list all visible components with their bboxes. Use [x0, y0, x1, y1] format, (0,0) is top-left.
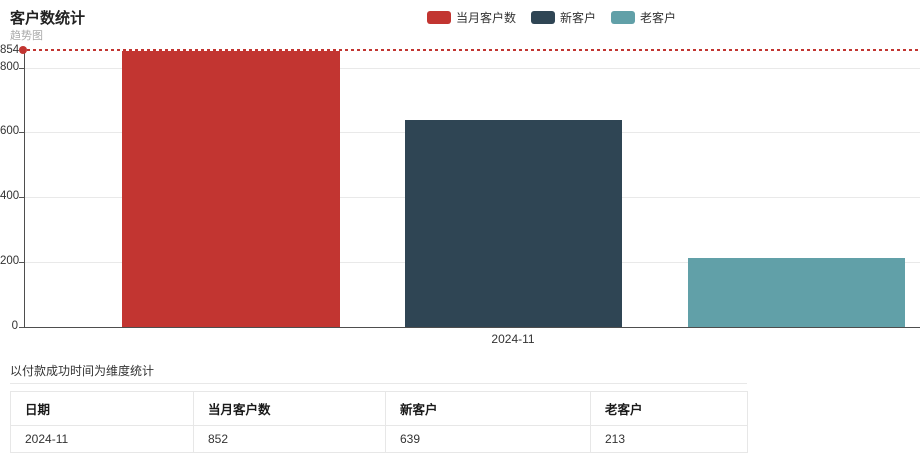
y-axis-tick: [19, 68, 24, 69]
y-axis-tick-label: 0: [11, 320, 18, 332]
x-axis-category-label: 2024-11: [491, 332, 535, 346]
legend-swatch-current-month-customers: [427, 11, 451, 24]
y-axis-tick: [19, 197, 24, 198]
y-axis-tick-label: 200: [0, 255, 20, 267]
y-axis-tick-label: 600: [0, 125, 20, 137]
legend-item-current-month-customers[interactable]: 当月客户数: [427, 9, 516, 26]
page-title: 客户数统计: [10, 10, 86, 27]
x-axis-line: [24, 327, 920, 328]
col-header-old-customers: 老客户: [590, 391, 748, 426]
bar-chart: 0 200 400 600 800 854 2024-11: [0, 44, 920, 346]
cell-current-month-customers: 852: [193, 425, 386, 453]
cell-new-customers: 639: [385, 425, 591, 453]
chart-legend: 当月客户数 新客户 老客户: [427, 9, 676, 26]
legend-item-new-customers[interactable]: 新客户: [531, 9, 596, 26]
col-header-new-customers: 新客户: [385, 391, 591, 426]
y-axis-line: [24, 50, 25, 327]
legend-swatch-new-customers: [531, 11, 556, 24]
bar-old-customers[interactable]: [688, 258, 905, 327]
bar-current-month-customers[interactable]: [122, 51, 340, 327]
cell-old-customers: 213: [590, 425, 748, 453]
legend-swatch-old-customers: [611, 11, 636, 24]
legend-label: 老客户: [640, 11, 677, 25]
y-axis-tick-label: 800: [0, 61, 20, 73]
y-axis-tick: [19, 262, 24, 263]
y-axis-tick: [19, 327, 24, 328]
gridline: [24, 68, 920, 69]
plot-area: [0, 50, 920, 327]
legend-item-old-customers[interactable]: 老客户: [611, 9, 676, 26]
y-axis-tick: [19, 132, 24, 133]
legend-label: 当月客户数: [456, 11, 517, 25]
y-axis-tick-label: 400: [0, 190, 20, 202]
table-row: 2024-11 852 639 213: [10, 425, 748, 453]
col-header-current-month-customers: 当月客户数: [193, 391, 386, 426]
bar-new-customers[interactable]: [405, 120, 622, 327]
markline-dot: [19, 46, 27, 54]
markline-label: 854: [0, 44, 20, 56]
table-caption: 以付款成功时间为维度统计: [10, 364, 747, 384]
col-header-date: 日期: [10, 391, 194, 426]
cell-date: 2024-11: [10, 425, 194, 453]
table-header-row: 日期 当月客户数 新客户 老客户: [10, 391, 748, 426]
stats-table: 日期 当月客户数 新客户 老客户 2024-11 852 639 213: [10, 391, 748, 453]
chart-subtitle: 趋势图: [10, 30, 43, 42]
legend-label: 新客户: [560, 11, 597, 25]
markline-max: [27, 49, 920, 51]
